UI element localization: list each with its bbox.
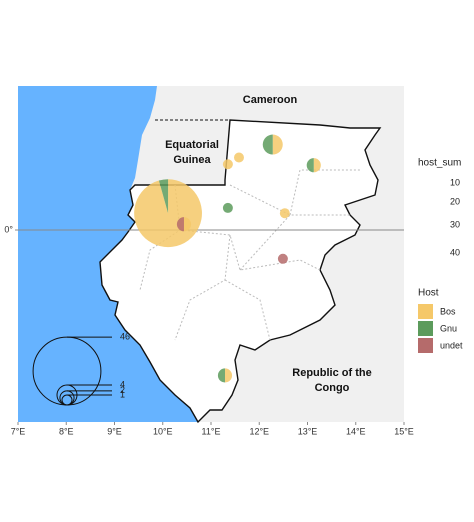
country-label: Republic of the [292, 367, 371, 379]
y-tick-label: 0° [4, 224, 13, 234]
province-borders [139, 169, 360, 341]
host-sum-title: host_sum [418, 158, 461, 169]
legend-label: Bos [440, 306, 456, 316]
host-sum-label: 30 [450, 219, 460, 229]
pie-slice [217, 368, 225, 383]
country-label: Cameroon [243, 94, 298, 106]
country-label: Equatorial [165, 139, 219, 151]
legend-label: Gnu [440, 323, 457, 333]
country-label: Congo [315, 382, 350, 394]
legend-label: undet [440, 340, 463, 350]
host-sum-label: 10 [450, 177, 460, 187]
x-tick-label: 13°E [298, 426, 318, 436]
legend-key [418, 338, 433, 353]
country-label: Guinea [173, 154, 211, 166]
x-tick-label: 15°E [394, 426, 414, 436]
legend-key [418, 304, 433, 319]
size-legend-label: 1 [120, 389, 125, 399]
pie-slice [222, 202, 233, 213]
x-tick-label: 9°E [107, 426, 122, 436]
pie-slice [233, 152, 244, 163]
pie-slice [262, 134, 273, 155]
legend-key [418, 321, 433, 336]
x-tick-label: 10°E [153, 426, 173, 436]
host-sum-label: 20 [450, 196, 460, 206]
pie-slice [158, 179, 169, 214]
pie-slice [279, 208, 290, 219]
pie-slice [176, 217, 184, 232]
pie-slice [224, 368, 233, 383]
size-legend-label: 2 [120, 385, 125, 395]
pie-slice [183, 217, 192, 232]
pie-slice [313, 158, 321, 173]
size-legend-label: 4 [120, 379, 125, 389]
x-tick-label: 11°E [202, 426, 221, 436]
size-legend-label: 46 [120, 332, 130, 342]
x-tick-label: 8°E [59, 426, 74, 436]
legend-title: Host [418, 288, 439, 299]
x-tick-label: 12°E [249, 426, 269, 436]
pie-slice [277, 253, 288, 264]
x-tick-label: 14°E [346, 426, 366, 436]
x-tick-label: 7°E [11, 426, 26, 436]
pie-slice [306, 158, 314, 173]
pie-slice [222, 159, 233, 170]
pie-slice [272, 134, 283, 155]
host-sum-label: 40 [450, 247, 460, 257]
